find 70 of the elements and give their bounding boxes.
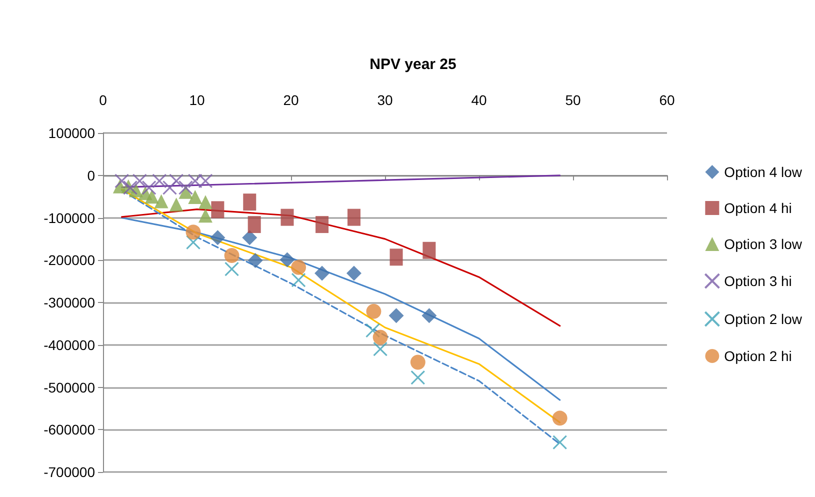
point	[154, 194, 168, 208]
point	[552, 410, 568, 426]
y-tick-label: 100000	[48, 125, 96, 141]
point	[224, 262, 240, 276]
point	[188, 174, 202, 188]
y-tick-label: 0	[87, 167, 96, 184]
x-tick-label: 60	[659, 92, 675, 108]
y-tick-label: -500000	[44, 379, 96, 396]
line-series	[121, 208, 561, 327]
point	[410, 354, 426, 370]
point	[152, 174, 167, 188]
point	[372, 330, 388, 345]
point	[373, 342, 388, 356]
point	[242, 230, 258, 246]
point	[366, 304, 382, 319]
y-tick-label: -400000	[44, 336, 96, 353]
x-tick-label: 50	[565, 92, 581, 108]
point	[224, 248, 240, 263]
y-tick-label: -100000	[44, 210, 96, 226]
point	[291, 272, 306, 288]
x-tick-label: 10	[189, 92, 205, 108]
point	[162, 180, 178, 195]
x-tick-label: 20	[283, 92, 299, 108]
point	[422, 308, 437, 324]
point	[122, 180, 138, 195]
point	[316, 216, 329, 234]
point	[280, 208, 294, 226]
point	[390, 248, 403, 266]
point	[422, 242, 436, 259]
y-tick-label: -700000	[44, 464, 96, 480]
point	[132, 174, 147, 188]
point	[169, 174, 184, 188]
point	[186, 235, 201, 250]
point	[114, 174, 130, 188]
point	[169, 198, 184, 212]
point	[144, 190, 159, 204]
x-tick-label: 30	[377, 92, 393, 108]
point	[347, 208, 360, 226]
point	[248, 253, 263, 268]
point	[280, 252, 295, 268]
legend-label: Option 3 low	[724, 236, 803, 252]
point	[552, 435, 568, 450]
y-tick-label: -200000	[44, 252, 96, 268]
point	[142, 180, 156, 195]
legend-label: Option 2 low	[724, 311, 803, 327]
point	[346, 266, 362, 281]
point	[198, 208, 212, 223]
point	[198, 195, 212, 210]
point	[410, 370, 426, 385]
point	[365, 323, 380, 338]
point	[178, 180, 194, 195]
legend-label: Option 4 low	[724, 164, 803, 180]
point	[248, 216, 261, 234]
point	[211, 201, 224, 218]
x-tick-label: 40	[471, 92, 487, 108]
point	[188, 190, 202, 204]
point	[186, 224, 201, 240]
point	[314, 266, 330, 281]
point	[388, 308, 404, 324]
x-tick-label: 0	[99, 92, 108, 108]
point	[243, 194, 256, 211]
chart-title: NPV year 25	[370, 56, 456, 73]
y-tick-label: -300000	[44, 294, 96, 310]
legend-label: Option 4 hi	[724, 200, 792, 216]
point	[198, 174, 213, 188]
point	[291, 260, 306, 275]
y-tick-label: -600000	[44, 422, 96, 438]
legend-label: Option 2 hi	[724, 348, 792, 364]
legend-label: Option 3 hi	[724, 273, 792, 289]
point	[210, 230, 226, 246]
